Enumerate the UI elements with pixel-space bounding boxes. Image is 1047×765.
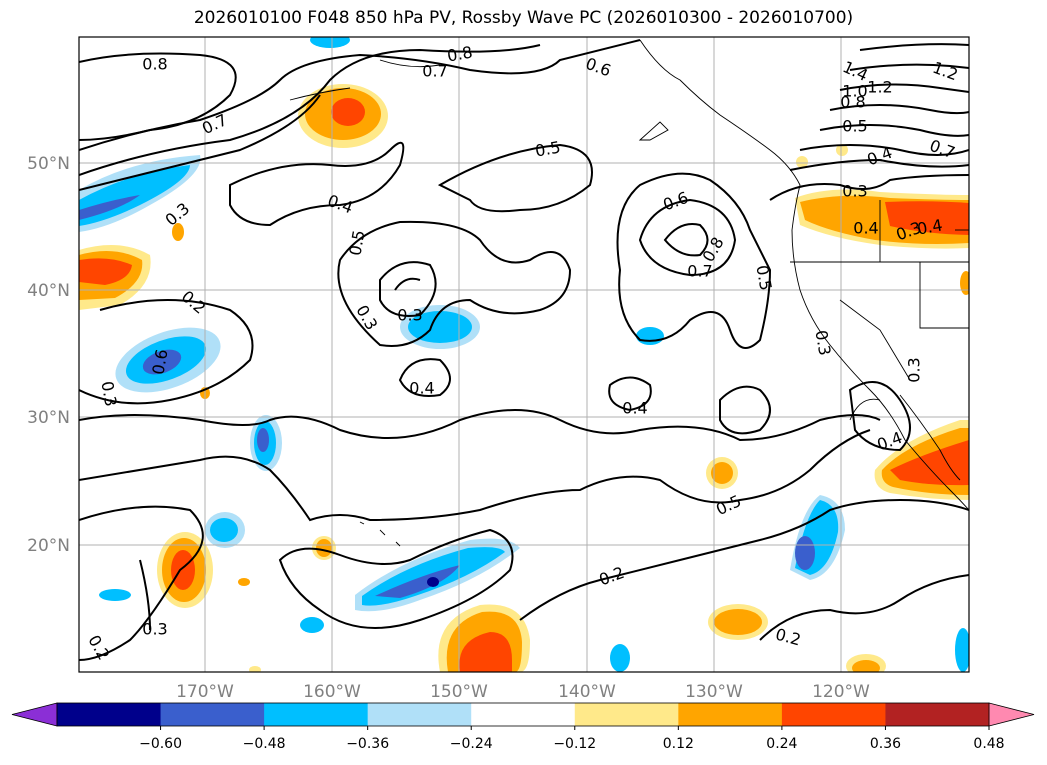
contour-label: 0.3 (397, 306, 422, 325)
colorbar-extend-high (988, 702, 1035, 727)
colorbar-tick-label: 0.24 (766, 736, 797, 752)
lon-label-120w: 120°W (812, 682, 870, 702)
shaded-anomalies (79, 37, 969, 672)
colorbar-box (781, 703, 886, 726)
lon-label-140w: 140°W (558, 682, 616, 702)
lat-label-20n: 20°N (27, 536, 70, 556)
colorbar-tick-label: −0.48 (243, 736, 286, 752)
contour-label: 0.4 (853, 219, 878, 238)
contour-label: 0.3 (142, 620, 167, 639)
colorbar-extend-low (11, 702, 58, 727)
colorbar-tick-label: 0.12 (663, 736, 694, 752)
colorbar-box (367, 703, 472, 726)
contour-label: 0.7 (422, 62, 447, 81)
lat-label-30n: 30°N (27, 408, 70, 428)
lon-label-150w: 150°W (430, 682, 488, 702)
colorbar-box (885, 703, 990, 726)
contour-label: 0.3 (842, 182, 867, 201)
lon-label-170w: 170°W (176, 682, 234, 702)
colorbar-tick-label: 0.36 (870, 736, 901, 752)
contour-label: 0.3 (811, 329, 834, 357)
coastlines (289, 39, 969, 547)
colorbar: −0.60 −0.48 −0.36 −0.24 −0.12 0.12 0.24 0.36 0.4… (11, 702, 1035, 752)
colorbar-box (160, 703, 265, 726)
map-frame (78, 36, 970, 673)
contour-label: 1.0 (842, 82, 867, 101)
contour-label: 0.4 (409, 379, 434, 398)
contour-label: 0.4 (622, 399, 647, 418)
colorbar-box (678, 703, 783, 726)
contour-label: 0.5 (842, 117, 867, 136)
colorbar-tick-label: −0.12 (553, 736, 596, 752)
colorbar-tick-label: 0.48 (973, 736, 1004, 752)
colorbar-tick-label: −0.60 (139, 736, 182, 752)
contour-label: 0.8 (840, 93, 865, 112)
contour-label: 0.5 (534, 137, 562, 160)
map-title: 2026010100 F048 850 hPa PV, Rossby Wave … (193, 8, 854, 28)
colorbar-box (574, 703, 679, 726)
contour-label: 0.3 (97, 380, 120, 408)
contour-label: 0.8 (446, 42, 474, 65)
contour-label: 0.3 (905, 357, 924, 382)
colorbar-box (57, 703, 162, 726)
colorbar-box (264, 703, 369, 726)
pv-contours (79, 39, 969, 661)
colorbar-tick-label: −0.24 (450, 736, 493, 752)
contour-label: 0.4 (916, 215, 944, 238)
contour-label: 0.8 (142, 55, 167, 74)
colorbar-frame (56, 702, 990, 727)
lon-label-130w: 130°W (685, 682, 743, 702)
contour-label: 0.5 (752, 264, 775, 292)
contour-label: 0.7 (687, 262, 712, 281)
colorbar-tick-label: −0.36 (346, 736, 389, 752)
lat-label-50n: 50°N (27, 154, 70, 174)
contour-label: 1.2 (867, 78, 892, 97)
contour-labels: 0.8 0.80.7 0.6 1.41.21.00.81.20.7 0.50.40.70… (84, 42, 960, 663)
graticule (79, 37, 969, 672)
lat-label-40n: 40°N (27, 281, 70, 301)
contour-label: 0.5 (345, 229, 368, 257)
lon-label-160w: 160°W (303, 682, 361, 702)
contour-label: 0.6 (148, 348, 171, 376)
colorbar-box (471, 703, 576, 726)
